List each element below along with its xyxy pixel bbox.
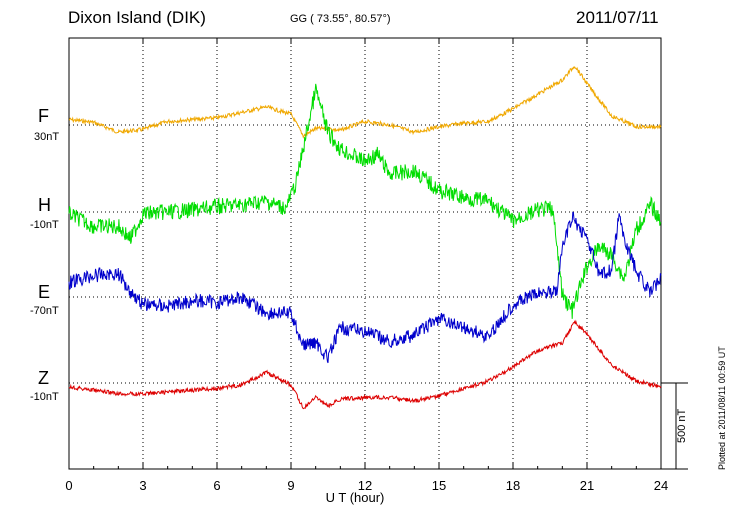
scale-bar-label: 500 nT xyxy=(676,408,688,443)
x-tick-label: 3 xyxy=(139,478,147,493)
x-axis-label: U T (hour) xyxy=(325,490,385,505)
series-label-f: F xyxy=(38,106,49,126)
station-title: Dixon Island (DIK) xyxy=(68,8,206,27)
plotted-timestamp: Plotted at 2011/08/11 00:59 UT xyxy=(717,346,727,470)
series-line-h xyxy=(68,83,662,319)
series-line-e xyxy=(68,211,662,364)
x-tick-label: 21 xyxy=(579,478,595,493)
date-label: 2011/07/11 xyxy=(576,8,659,27)
series-label-e: E xyxy=(38,282,51,302)
series-label-z: Z xyxy=(38,368,49,388)
coordinates-label: GG ( 73.55°, 80.57°) xyxy=(290,13,391,25)
x-tick-label: 6 xyxy=(213,478,221,493)
baseline-label-e: -70nT xyxy=(30,305,59,317)
series-label-h: H xyxy=(38,195,51,215)
x-tick-label: 9 xyxy=(287,478,295,493)
baseline-label-h: -10nT xyxy=(30,219,59,231)
x-tick-label: 15 xyxy=(431,478,447,493)
x-tick-label: 24 xyxy=(653,478,669,493)
baseline-label-f: 30nT xyxy=(34,131,60,143)
baseline-label-z: -10nT xyxy=(30,391,59,403)
series-line-z xyxy=(68,319,662,410)
x-tick-label: 12 xyxy=(357,478,373,493)
x-tick-label: 0 xyxy=(65,478,73,493)
x-tick-label: 18 xyxy=(505,478,521,493)
series-line-f xyxy=(68,66,662,139)
